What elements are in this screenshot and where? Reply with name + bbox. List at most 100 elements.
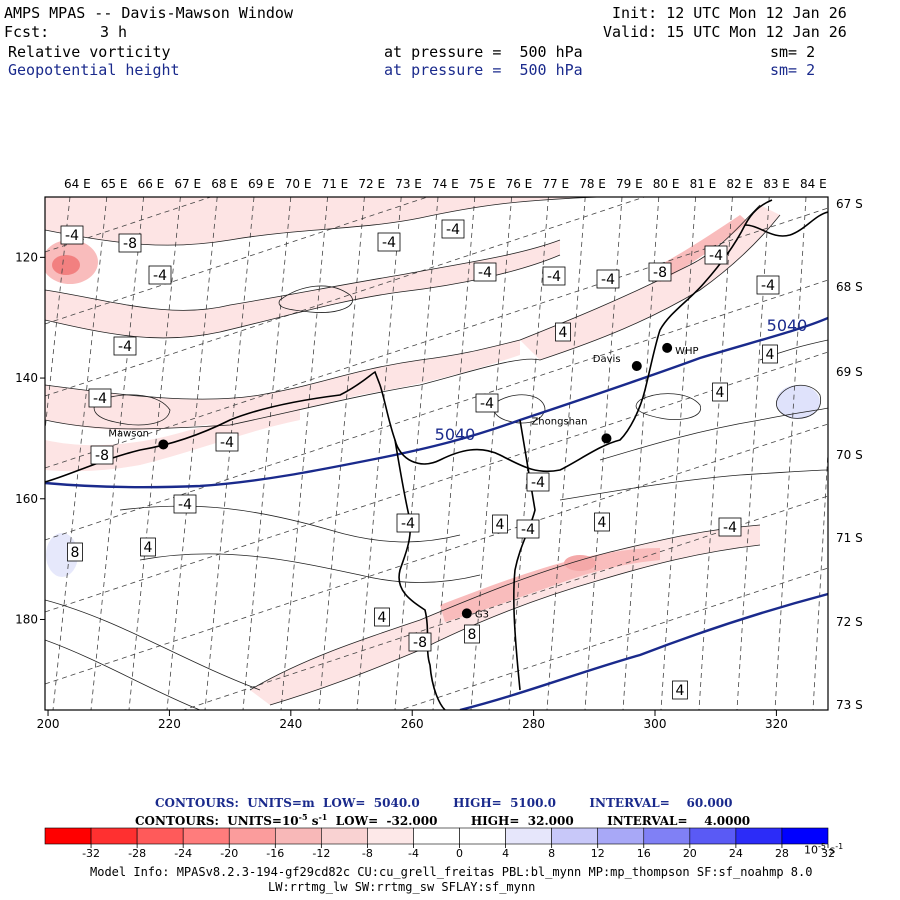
vorticity-band-central (45, 340, 520, 431)
svg-text:4: 4 (144, 540, 153, 556)
vorticity-contour-label: 4 (555, 322, 571, 342)
vorticity-contour-label: -8 (408, 632, 432, 652)
vorticity-contour-label: -4 (88, 388, 112, 408)
colorbar-swatch (182, 827, 230, 845)
fcst-label: Fcst: (4, 23, 50, 41)
station-marker (601, 433, 612, 444)
station-label: WHP (675, 346, 698, 357)
lon-label: 68 E (211, 177, 238, 191)
field1-name: Relative vorticity (8, 43, 171, 61)
colorbar-units-s: s (829, 843, 836, 857)
colorbar-label: 12 (591, 847, 605, 860)
svg-text:-4: -4 (547, 269, 561, 285)
map-field-layer (45, 197, 828, 710)
vorticity-contour-label: -4 (704, 245, 728, 265)
lat-label: 73 S (836, 698, 863, 712)
colorbar-swatch (597, 827, 645, 845)
colorbar-label: 8 (548, 847, 555, 860)
svg-text:-4: -4 (118, 339, 132, 355)
height-contour-label: 5040 (435, 425, 476, 444)
height-contours (45, 316, 828, 710)
station-label: Mawson (108, 428, 149, 439)
vorticity-contour-label: 4 (712, 382, 728, 402)
svg-text:4: 4 (676, 683, 685, 699)
svg-text:4: 4 (496, 517, 505, 533)
vorticity-contour-label: -4 (60, 225, 84, 245)
colorbar-swatch (367, 827, 414, 845)
svg-text:-4: -4 (531, 475, 545, 491)
lat-label: 68 S (836, 280, 863, 294)
svg-text:4: 4 (766, 347, 775, 363)
lon-label: 70 E (285, 177, 312, 191)
y-tick-label: 120 (15, 250, 38, 264)
svg-text:-4: -4 (65, 228, 79, 244)
vorticity-contour-label: -4 (113, 336, 137, 356)
lon-label: 81 E (690, 177, 717, 191)
vorticity-contour-label: -4 (396, 513, 420, 533)
vorticity-contour-label: -4 (148, 265, 172, 285)
vorticity-core-east (650, 215, 748, 282)
lat-label: 70 S (836, 448, 863, 462)
vorticity-contour-label: -4 (596, 269, 620, 289)
svg-text:4: 4 (716, 385, 725, 401)
lat-label: 69 S (836, 365, 863, 379)
model-info-line2: LW:rrtmg_lw SW:rrtmg_sw SFLAY:sf_mynn (268, 880, 536, 894)
vorticity-max-south (564, 555, 596, 571)
lat-label: 67 S (836, 197, 863, 211)
svg-text:-4: -4 (446, 222, 460, 238)
x-tick-label: 260 (401, 717, 424, 731)
colorbar-swatch (505, 827, 552, 845)
x-tick-label: 240 (279, 717, 302, 731)
x-tick-label: 280 (522, 717, 545, 731)
lat-label: 72 S (836, 615, 863, 629)
lon-label: 71 E (322, 177, 349, 191)
vorticity-band-upper (45, 240, 560, 339)
lon-label: 74 E (432, 177, 459, 191)
svg-text:-8: -8 (123, 236, 137, 252)
svg-text:-4: -4 (723, 520, 737, 536)
lon-label: 78 E (579, 177, 606, 191)
colorbar-swatch (321, 827, 368, 845)
svg-text:-4: -4 (93, 391, 107, 407)
svg-text:4: 4 (378, 610, 387, 626)
coastline (45, 199, 828, 710)
colorbar-label: -28 (128, 847, 146, 860)
lon-label: 76 E (506, 177, 533, 191)
svg-text:-4: -4 (709, 248, 723, 264)
stations: Mawson Davis WHP Zhongshan G3 (108, 342, 699, 620)
vorticity-contour-label: -4 (756, 275, 780, 295)
chart-title: AMPS MPAS -- Davis-Mawson Window (4, 4, 293, 22)
svg-text:-4: -4 (382, 235, 396, 251)
vorticity-units-exp: -5 (298, 812, 308, 822)
x-tick-label: 320 (765, 717, 788, 731)
vorticity-band-east (520, 205, 780, 360)
vorticity-contour-label: -4 (173, 494, 197, 514)
vorticity-contour-label: -4 (516, 519, 540, 539)
colorbar-label: -8 (362, 847, 373, 860)
vorticity-core-south (440, 548, 660, 622)
colorbar-swatch (735, 827, 783, 845)
colorbar-label: 20 (683, 847, 697, 860)
lon-label: 72 E (358, 177, 385, 191)
vorticity-contour-label: -4 (377, 232, 401, 252)
vorticity-contour-range: LOW= -32.000 HIGH= 32.000 INTERVAL= 4.00… (327, 814, 751, 828)
lon-label: 64 E (64, 177, 91, 191)
vorticity-contour-label: 4 (492, 514, 508, 534)
vorticity-band-north (45, 197, 600, 246)
colorbar-label: 32 (821, 847, 835, 860)
lon-label: 66 E (138, 177, 165, 191)
height-contour-info: CONTOURS: UNITS=m LOW= 5040.0 HIGH= 5100… (155, 796, 733, 810)
field1-level: at pressure = 500 hPa (384, 43, 583, 61)
colorbar-units-base: 10 (804, 843, 818, 857)
colorbar-swatch (551, 827, 599, 845)
station-marker (631, 360, 642, 371)
colorbar: -32 -28 -24 -20 -16 -12 -8 -4 0 4 8 12 16 20 24 28 32 (44, 827, 835, 860)
x-tick-label: 300 (644, 717, 667, 731)
colorbar-label: -32 (82, 847, 100, 860)
model-info-line1: Model Info: MPASv8.2.3-194-gf29cd82c CU:… (90, 865, 813, 879)
vorticity-contour-label: -4 (215, 432, 239, 452)
svg-text:8: 8 (71, 545, 80, 561)
lon-label: 84 E (800, 177, 827, 191)
